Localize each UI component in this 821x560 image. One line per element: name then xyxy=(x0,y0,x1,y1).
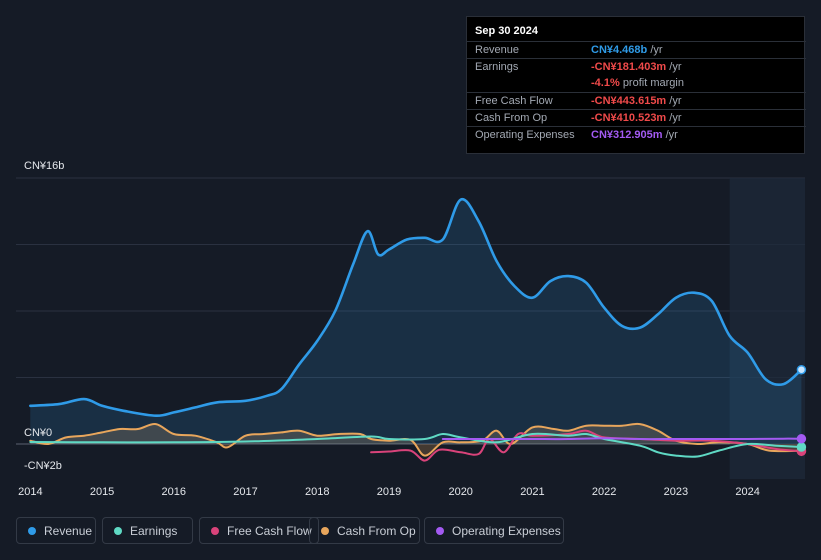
end-dots xyxy=(796,364,807,457)
tooltip-value: CN¥312.905m /yr xyxy=(591,129,678,141)
legend-label: Revenue xyxy=(44,524,93,538)
tooltip-label: Revenue xyxy=(475,44,520,56)
x-tick-label: 2021 xyxy=(520,486,544,498)
x-axis: 2014 2015 2016 2017 2018 2019 2020 2021 2022 2023… xyxy=(18,486,760,498)
area-layer xyxy=(30,199,802,456)
revenue-end-dot xyxy=(796,364,807,375)
tooltip-row-free-cash-flow: Free Cash Flow -CN¥443.615m /yr xyxy=(467,92,806,110)
legend-item-cash-from-op[interactable]: Cash From Op xyxy=(309,517,420,544)
x-tick-label: 2016 xyxy=(162,486,186,498)
earnings-end-dot xyxy=(796,442,807,452)
legend-label: Earnings xyxy=(130,524,178,538)
tooltip-value: -4.1% profit margin xyxy=(591,77,684,89)
operating-expenses-line xyxy=(441,437,803,441)
x-tick-label: 2020 xyxy=(448,486,472,498)
free-cash-flow-line xyxy=(370,429,803,462)
x-tick-label: 2022 xyxy=(592,486,616,498)
x-tick-label: 2019 xyxy=(377,486,401,498)
x-tick-label: 2014 xyxy=(18,486,42,498)
operating-expenses-end-dot xyxy=(796,434,807,444)
cash-from-op-dot-icon xyxy=(321,527,329,535)
y-axis-top-label: CN¥16b xyxy=(24,160,65,172)
tooltip-date: Sep 30 2024 xyxy=(475,25,538,37)
legend-item-revenue[interactable]: Revenue xyxy=(16,517,96,544)
y-axis-bottom-label: -CN¥2b xyxy=(24,460,62,472)
tooltip-label: Free Cash Flow xyxy=(475,95,553,107)
operating-expenses-dot-icon xyxy=(436,527,444,535)
x-tick-label: 2017 xyxy=(233,486,257,498)
data-tooltip: Sep 30 2024 Revenue CN¥4.468b /yr Earnin… xyxy=(466,16,806,154)
x-tick-label: 2024 xyxy=(735,486,759,498)
free-cash-flow-dot-icon xyxy=(211,527,219,535)
grid-layer xyxy=(16,177,805,445)
x-tick-label: 2023 xyxy=(664,486,688,498)
tooltip-value: CN¥4.468b /yr xyxy=(591,44,663,56)
revenue-area xyxy=(30,199,802,444)
forecast-band xyxy=(729,178,805,479)
x-tick-label: 2015 xyxy=(90,486,114,498)
tooltip-row-operating-expenses: Operating Expenses CN¥312.905m /yr xyxy=(467,126,806,144)
tooltip-label: Cash From Op xyxy=(475,112,548,124)
y-axis-zero-label: CN¥0 xyxy=(24,427,53,439)
revenue-line xyxy=(29,197,803,418)
legend-item-operating-expenses[interactable]: Operating Expenses xyxy=(424,517,564,544)
cash-from-op-area xyxy=(30,423,802,456)
tooltip-value: -CN¥181.403m /yr xyxy=(591,61,682,73)
legend-item-earnings[interactable]: Earnings xyxy=(102,517,193,544)
tooltip-row-cash-from-op: Cash From Op -CN¥410.523m /yr xyxy=(467,109,806,127)
tooltip-row-margin: -4.1% profit margin xyxy=(467,75,806,92)
legend-label: Free Cash Flow xyxy=(227,524,312,538)
tooltip-row-revenue: Revenue CN¥4.468b /yr xyxy=(467,41,806,59)
tooltip-value: -CN¥410.523m /yr xyxy=(591,112,682,124)
x-tick-label: 2018 xyxy=(305,486,329,498)
tooltip-label: Earnings xyxy=(475,61,519,73)
earnings-dot-icon xyxy=(114,527,122,535)
tooltip-label: Operating Expenses xyxy=(475,129,575,141)
line-layer xyxy=(29,197,803,462)
tooltip-value: -CN¥443.615m /yr xyxy=(591,95,682,107)
legend-label: Operating Expenses xyxy=(452,524,561,538)
legend-label: Cash From Op xyxy=(337,524,416,538)
tooltip-row-earnings: Earnings -CN¥181.403m /yr xyxy=(467,58,806,76)
revenue-dot-icon xyxy=(28,527,36,535)
legend-item-free-cash-flow[interactable]: Free Cash Flow xyxy=(199,517,319,544)
earnings-line xyxy=(29,432,803,458)
